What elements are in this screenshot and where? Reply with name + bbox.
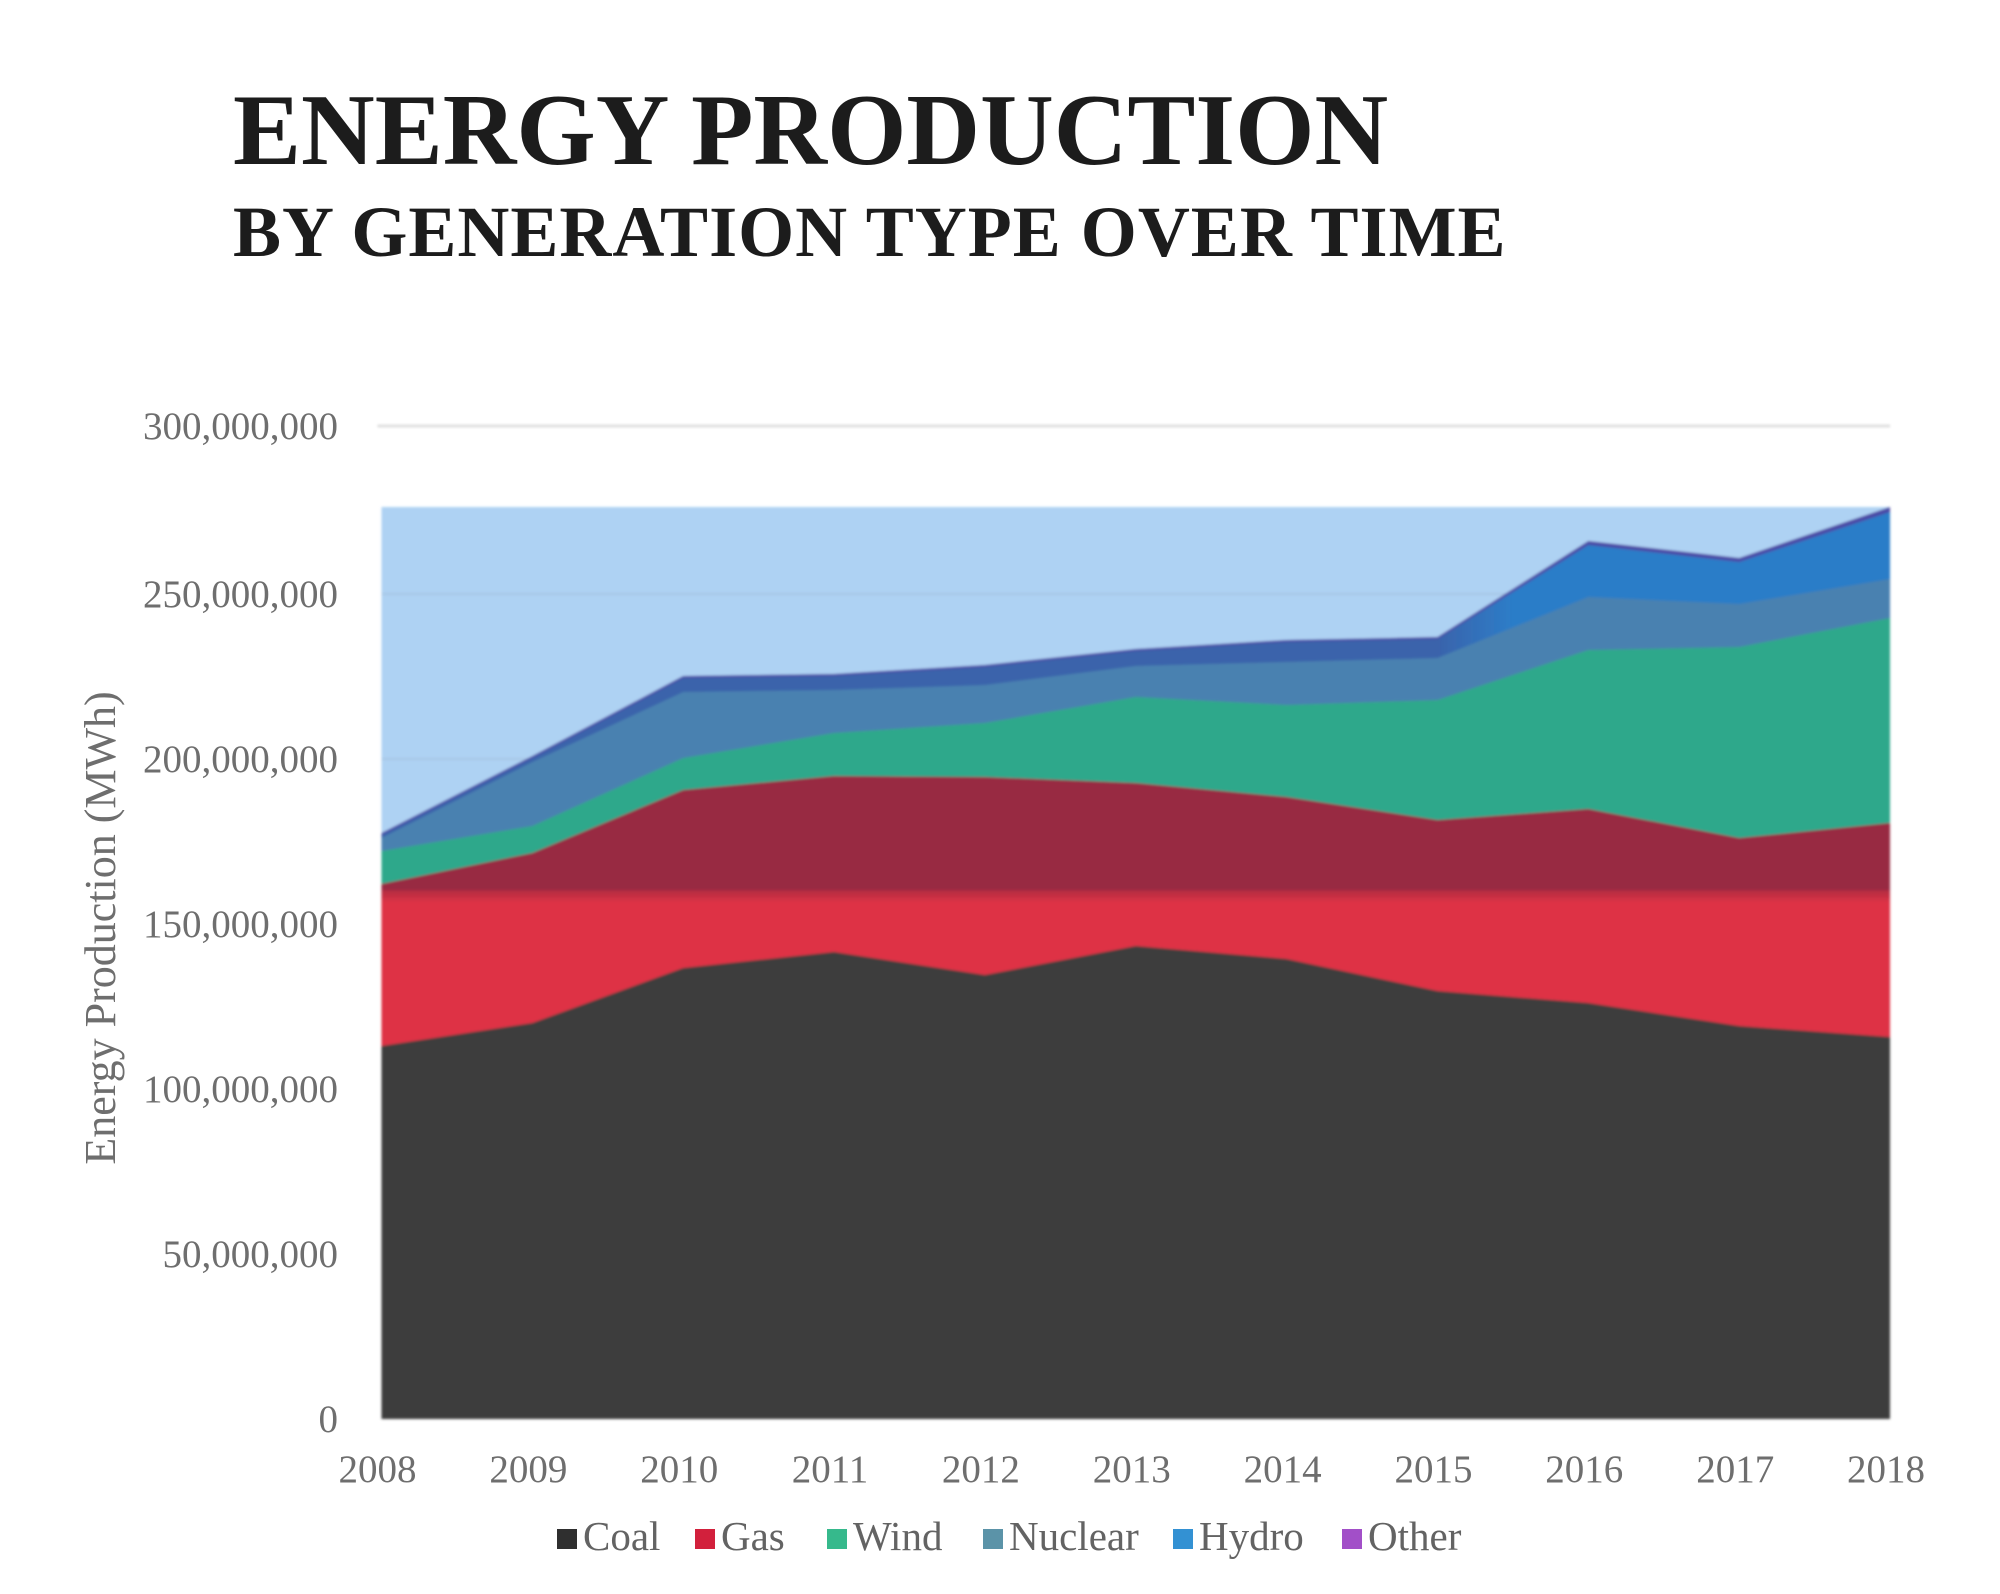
svg-text:2012: 2012 bbox=[942, 1448, 1020, 1491]
svg-text:Nuclear: Nuclear bbox=[1009, 1513, 1139, 1559]
svg-text:Energy Production (MWh): Energy Production (MWh) bbox=[76, 691, 125, 1164]
svg-text:2015: 2015 bbox=[1395, 1448, 1473, 1491]
svg-text:2009: 2009 bbox=[489, 1448, 567, 1491]
svg-text:2011: 2011 bbox=[792, 1448, 869, 1491]
svg-text:50,000,000: 50,000,000 bbox=[163, 1233, 339, 1276]
svg-text:Coal: Coal bbox=[583, 1513, 660, 1559]
svg-text:200,000,000: 200,000,000 bbox=[143, 738, 338, 781]
svg-text:0: 0 bbox=[319, 1398, 339, 1441]
svg-text:2013: 2013 bbox=[1093, 1448, 1171, 1491]
svg-text:2018: 2018 bbox=[1847, 1448, 1925, 1491]
svg-text:100,000,000: 100,000,000 bbox=[143, 1068, 338, 1111]
svg-text:Wind: Wind bbox=[853, 1513, 942, 1559]
svg-text:2017: 2017 bbox=[1696, 1448, 1774, 1491]
svg-text:2016: 2016 bbox=[1545, 1448, 1623, 1491]
svg-text:ENERGY PRODUCTION: ENERGY PRODUCTION bbox=[233, 74, 1388, 187]
svg-text:Gas: Gas bbox=[721, 1513, 785, 1559]
svg-text:2014: 2014 bbox=[1244, 1448, 1322, 1491]
svg-text:Other: Other bbox=[1368, 1513, 1462, 1559]
svg-text:150,000,000: 150,000,000 bbox=[143, 903, 338, 946]
svg-text:300,000,000: 300,000,000 bbox=[143, 405, 338, 448]
svg-text:BY GENERATION TYPE OVER TIME: BY GENERATION TYPE OVER TIME bbox=[233, 192, 1507, 272]
svg-text:Hydro: Hydro bbox=[1199, 1513, 1304, 1559]
svg-text:2008: 2008 bbox=[339, 1448, 417, 1491]
svg-text:250,000,000: 250,000,000 bbox=[143, 573, 338, 616]
svg-text:2010: 2010 bbox=[640, 1448, 718, 1491]
